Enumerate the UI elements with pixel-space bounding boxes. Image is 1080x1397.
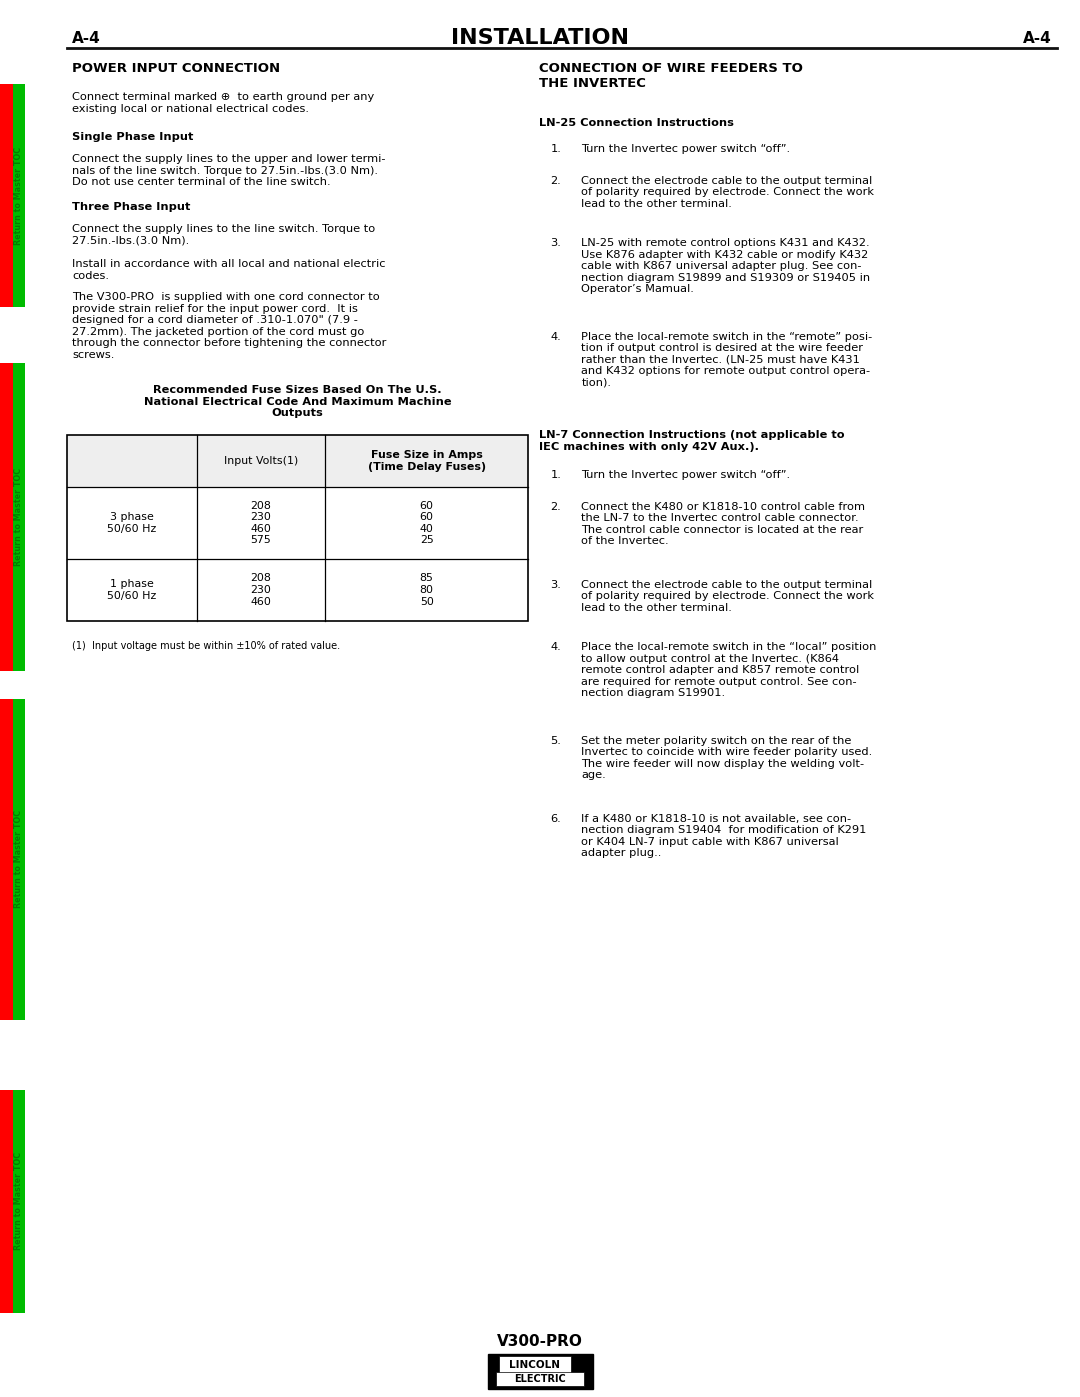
Text: LN-7 Connection Instructions (not applicable to
IEC machines with only 42V Aux.): LN-7 Connection Instructions (not applic…	[539, 430, 845, 451]
Text: 1 phase
50/60 Hz: 1 phase 50/60 Hz	[107, 580, 157, 601]
Text: Set the meter polarity switch on the rear of the
Invertec to coincide with wire : Set the meter polarity switch on the rea…	[581, 735, 873, 781]
Text: ®: ®	[572, 1356, 578, 1362]
Bar	[13, 1090, 25, 1313]
Text: 85
80
50: 85 80 50	[420, 573, 434, 606]
Text: Turn the Invertec power switch “off”.: Turn the Invertec power switch “off”.	[581, 469, 791, 481]
Bar	[0, 84, 13, 307]
Text: LN-25 Connection Instructions: LN-25 Connection Instructions	[539, 117, 734, 129]
Text: Connect the supply lines to the upper and lower termi-
nals of the line switch. : Connect the supply lines to the upper an…	[72, 154, 386, 187]
Text: 1.: 1.	[551, 469, 562, 481]
Text: LN-25 with remote control options K431 and K432.
Use K876 adapter with K432 cabl: LN-25 with remote control options K431 a…	[581, 237, 870, 295]
Text: Place the local-remote switch in the “remote” posi-
tion if output control is de: Place the local-remote switch in the “re…	[581, 331, 873, 388]
Text: A-4: A-4	[72, 31, 100, 46]
Text: INSTALLATION: INSTALLATION	[451, 28, 629, 47]
Bar	[13, 363, 25, 671]
Text: 6.: 6.	[551, 813, 562, 823]
Bar	[67, 434, 528, 488]
Text: Install in accordance with all local and national electric
codes.: Install in accordance with all local and…	[72, 258, 386, 281]
Text: POWER INPUT CONNECTION: POWER INPUT CONNECTION	[72, 61, 280, 75]
Text: V300-PRO: V300-PRO	[497, 1334, 583, 1350]
Text: Single Phase Input: Single Phase Input	[72, 131, 193, 142]
Text: 5.: 5.	[551, 735, 562, 746]
Text: 2.: 2.	[551, 176, 562, 186]
Bar	[13, 84, 25, 307]
Bar	[487, 1354, 593, 1389]
Bar	[13, 698, 25, 1020]
Bar	[499, 1356, 571, 1373]
Text: Turn the Invertec power switch “off”.: Turn the Invertec power switch “off”.	[581, 144, 791, 154]
Text: Input Volts(1): Input Volts(1)	[224, 455, 298, 467]
Text: Connect the K480 or K1818-10 control cable from
the LN-7 to the Invertec control: Connect the K480 or K1818-10 control cab…	[581, 502, 865, 546]
Text: The V300-PRO  is supplied with one cord connector to
provide strain relief for t: The V300-PRO is supplied with one cord c…	[72, 292, 387, 360]
Text: Connect the supply lines to the line switch. Torque to
27.5in.-lbs.(3.0 Nm).: Connect the supply lines to the line swi…	[72, 224, 375, 246]
Text: Recommended Fuse Sizes Based On The U.S.
National Electrical Code And Maximum Ma: Recommended Fuse Sizes Based On The U.S.…	[144, 386, 451, 418]
Text: Connect terminal marked ⊕  to earth ground per any
existing local or national el: Connect terminal marked ⊕ to earth groun…	[72, 92, 375, 113]
Text: 3 phase
50/60 Hz: 3 phase 50/60 Hz	[107, 513, 157, 534]
Text: Return to Section TOC: Return to Section TOC	[2, 467, 11, 567]
Text: Return to Master TOC: Return to Master TOC	[14, 147, 24, 244]
Text: 3.: 3.	[551, 237, 562, 249]
Text: Return to Section TOC: Return to Section TOC	[2, 809, 11, 909]
Text: 60
60
40
25: 60 60 40 25	[420, 500, 434, 545]
Text: 1.: 1.	[551, 144, 562, 154]
Text: Three Phase Input: Three Phase Input	[72, 203, 190, 212]
Text: 208
230
460: 208 230 460	[251, 573, 271, 606]
Bar	[67, 434, 528, 622]
Text: Return to Master TOC: Return to Master TOC	[14, 1153, 24, 1250]
Text: 208
230
460
575: 208 230 460 575	[251, 500, 271, 545]
Text: Fuse Size in Amps
(Time Delay Fuses): Fuse Size in Amps (Time Delay Fuses)	[367, 450, 486, 472]
Bar	[496, 1372, 584, 1386]
Text: LINCOLN: LINCOLN	[510, 1359, 561, 1369]
Text: 4.: 4.	[551, 643, 562, 652]
Text: If a K480 or K1818-10 is not available, see con-
nection diagram S19404  for mod: If a K480 or K1818-10 is not available, …	[581, 813, 867, 858]
Text: Place the local-remote switch in the “local” position
to allow output control at: Place the local-remote switch in the “lo…	[581, 643, 877, 698]
Text: Return to Section TOC: Return to Section TOC	[2, 145, 11, 246]
Bar	[0, 698, 13, 1020]
Text: (1)  Input voltage must be within ±10% of rated value.: (1) Input voltage must be within ±10% of…	[72, 641, 340, 651]
Text: 4.: 4.	[551, 331, 562, 341]
Bar	[0, 363, 13, 671]
Text: ELECTRIC: ELECTRIC	[514, 1375, 566, 1384]
Text: 2.: 2.	[551, 502, 562, 511]
Bar	[0, 1090, 13, 1313]
Text: Connect the electrode cable to the output terminal
of polarity required by elect: Connect the electrode cable to the outpu…	[581, 580, 875, 613]
Text: Return to Section TOC: Return to Section TOC	[2, 1151, 11, 1252]
Text: Return to Master TOC: Return to Master TOC	[14, 810, 24, 908]
Text: Connect the electrode cable to the output terminal
of polarity required by elect: Connect the electrode cable to the outpu…	[581, 176, 875, 208]
Text: 3.: 3.	[551, 580, 562, 590]
Text: CONNECTION OF WIRE FEEDERS TO
THE INVERTEC: CONNECTION OF WIRE FEEDERS TO THE INVERT…	[539, 61, 804, 89]
Text: A-4: A-4	[1023, 31, 1052, 46]
Text: Return to Master TOC: Return to Master TOC	[14, 468, 24, 566]
